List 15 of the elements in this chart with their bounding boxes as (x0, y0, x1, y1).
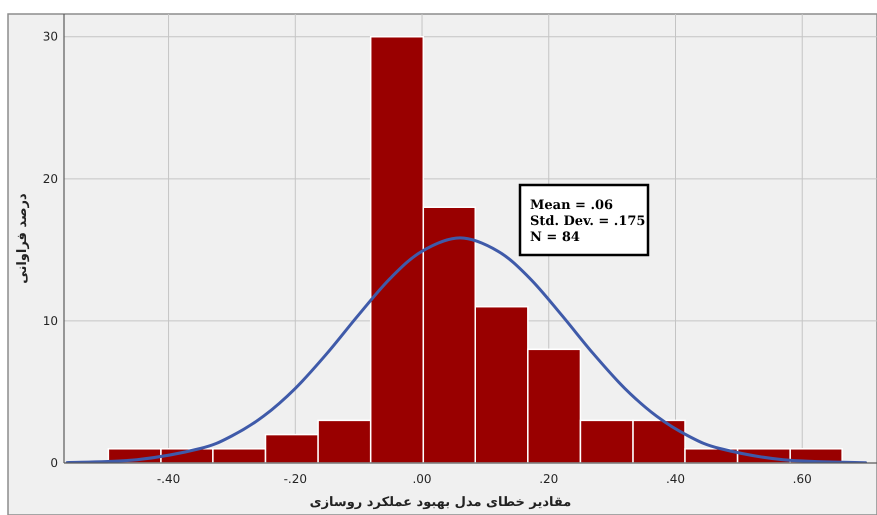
y-tick-label: 0 (50, 456, 58, 470)
x-tick-label: -.20 (284, 472, 307, 486)
x-tick-label: .00 (412, 472, 432, 486)
y-tick-label: 30 (42, 30, 58, 44)
annotation: N = 84 (530, 230, 580, 245)
x-tick-label: .20 (539, 472, 558, 486)
x-tick-label: .60 (792, 472, 812, 486)
x-tick-label: .40 (666, 472, 686, 486)
annotation: Std. Dev. = .175 (530, 214, 646, 229)
y-tick-label: 20 (42, 172, 58, 186)
x-axis-title: مقادیر خطای مدل بهبود عملکرد روسازی (310, 495, 572, 510)
x-tick-label: -.40 (156, 472, 180, 486)
annotation: Mean = .06 (530, 198, 614, 213)
y-axis-title: درصد فراوانی (15, 192, 30, 284)
y-tick-label: 10 (42, 314, 58, 328)
